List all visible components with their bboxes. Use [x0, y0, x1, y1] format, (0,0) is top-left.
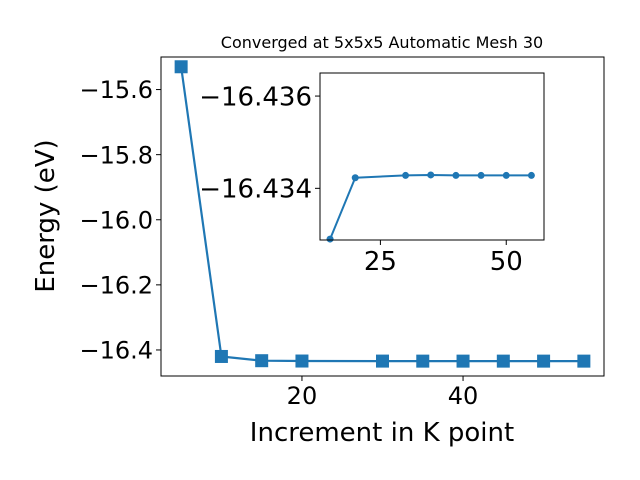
series-line	[180, 66, 584, 363]
inset-background	[320, 73, 544, 240]
y-tick-label: −16.436	[199, 82, 312, 112]
data-point	[326, 235, 334, 243]
x-tick-label: 50	[490, 247, 523, 277]
x-tick-label: 40	[448, 382, 479, 410]
data-point	[577, 354, 591, 368]
data-point	[477, 171, 485, 179]
data-point	[214, 349, 228, 363]
y-tick-label: −15.6	[79, 76, 153, 104]
x-tick-label: 20	[287, 382, 318, 410]
y-tick-label: −16.4	[79, 337, 153, 365]
series-line	[329, 173, 532, 240]
chart-title: Converged at 5x5x5 Automatic Mesh 30	[221, 33, 543, 52]
data-point	[376, 354, 389, 368]
y-tick-label: −16.434	[199, 175, 312, 205]
data-point	[537, 354, 551, 368]
inset-chart: 25 50 −16.436 −16.434	[199, 72, 545, 277]
main-plot-area: 20 40 −15.6 −15.8 −16.0 −16.2 −16.4	[79, 60, 591, 410]
y-tick-label: −15.8	[79, 141, 153, 169]
data-point	[416, 354, 430, 368]
data-point	[255, 354, 269, 368]
data-point	[351, 174, 359, 182]
data-point	[527, 171, 535, 179]
main-chart: Converged at 5x5x5 Automatic Mesh 30 20 4…	[31, 33, 605, 448]
inset-axes-frame	[319, 72, 545, 241]
data-point	[496, 354, 510, 368]
data-point	[502, 171, 510, 179]
data-point	[427, 171, 435, 179]
main-axes-frame	[160, 56, 605, 377]
data-point	[402, 171, 410, 179]
data-point	[174, 60, 188, 74]
data-point	[295, 354, 309, 368]
y-axis-label: Energy (eV)	[31, 139, 61, 292]
x-axis-label: Increment in K point	[250, 418, 514, 448]
x-tick-label: 25	[364, 247, 397, 277]
data-point	[456, 354, 470, 368]
data-point	[452, 171, 460, 179]
inset-plot-area: 25 50 −16.436 −16.434	[199, 82, 535, 277]
y-tick-label: −16.0	[79, 206, 153, 234]
y-tick-label: −16.2	[79, 271, 153, 299]
